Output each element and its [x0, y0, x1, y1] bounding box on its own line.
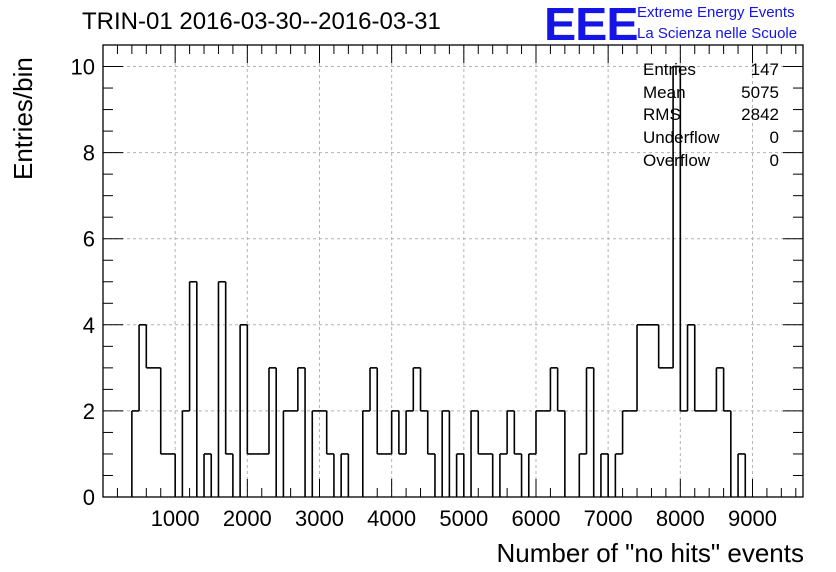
x-tick-label: 1000 [151, 506, 200, 531]
plot-frame [102, 44, 804, 498]
x-tick-label: 6000 [512, 506, 561, 531]
logo-line-1: Extreme Energy Events [637, 4, 795, 21]
eee-logo: EEE [544, 0, 639, 50]
x-axis-tick-labels: 1000 2000 3000 4000 5000 6000 7000 8000 9000 [151, 506, 777, 531]
y-tick-label: 2 [83, 399, 95, 424]
stats-value: 2842 [741, 105, 779, 124]
y-tick-label: 0 [83, 485, 95, 510]
x-tick-label: 7000 [584, 506, 633, 531]
x-tick-label: 5000 [439, 506, 488, 531]
y-axis-ticks [103, 44, 803, 498]
stats-label: Overflow [643, 151, 711, 170]
y-axis-tick-labels: 0 2 4 6 8 10 [71, 55, 95, 510]
y-tick-label: 4 [83, 313, 95, 338]
stats-value: 0 [769, 151, 779, 170]
x-tick-label: 2000 [223, 506, 272, 531]
chart-title: TRIN-01 2016-03-30--2016-03-31 [82, 8, 441, 35]
y-axis-label: Entries/bin [8, 57, 38, 180]
logo-line-2: La Scienza nelle Scuole [637, 25, 798, 42]
histogram-bins [131, 65, 747, 497]
y-tick-label: 8 [83, 141, 95, 166]
stats-label: Mean [643, 83, 686, 102]
stats-label: RMS [643, 105, 681, 124]
stats-value: 0 [769, 128, 779, 147]
stats-label: Underflow [643, 128, 720, 147]
y-tick-label: 6 [83, 227, 95, 252]
x-tick-label: 8000 [656, 506, 705, 531]
stats-label: Entries [643, 60, 696, 79]
grid-lines [103, 45, 803, 497]
stats-value: 5075 [741, 83, 779, 102]
x-tick-label: 4000 [367, 506, 416, 531]
stats-value: 147 [750, 60, 779, 79]
x-axis-label: Number of "no hits" events [496, 538, 805, 568]
x-tick-label: 9000 [728, 506, 777, 531]
y-tick-label: 10 [71, 55, 95, 80]
x-tick-label: 3000 [295, 506, 344, 531]
